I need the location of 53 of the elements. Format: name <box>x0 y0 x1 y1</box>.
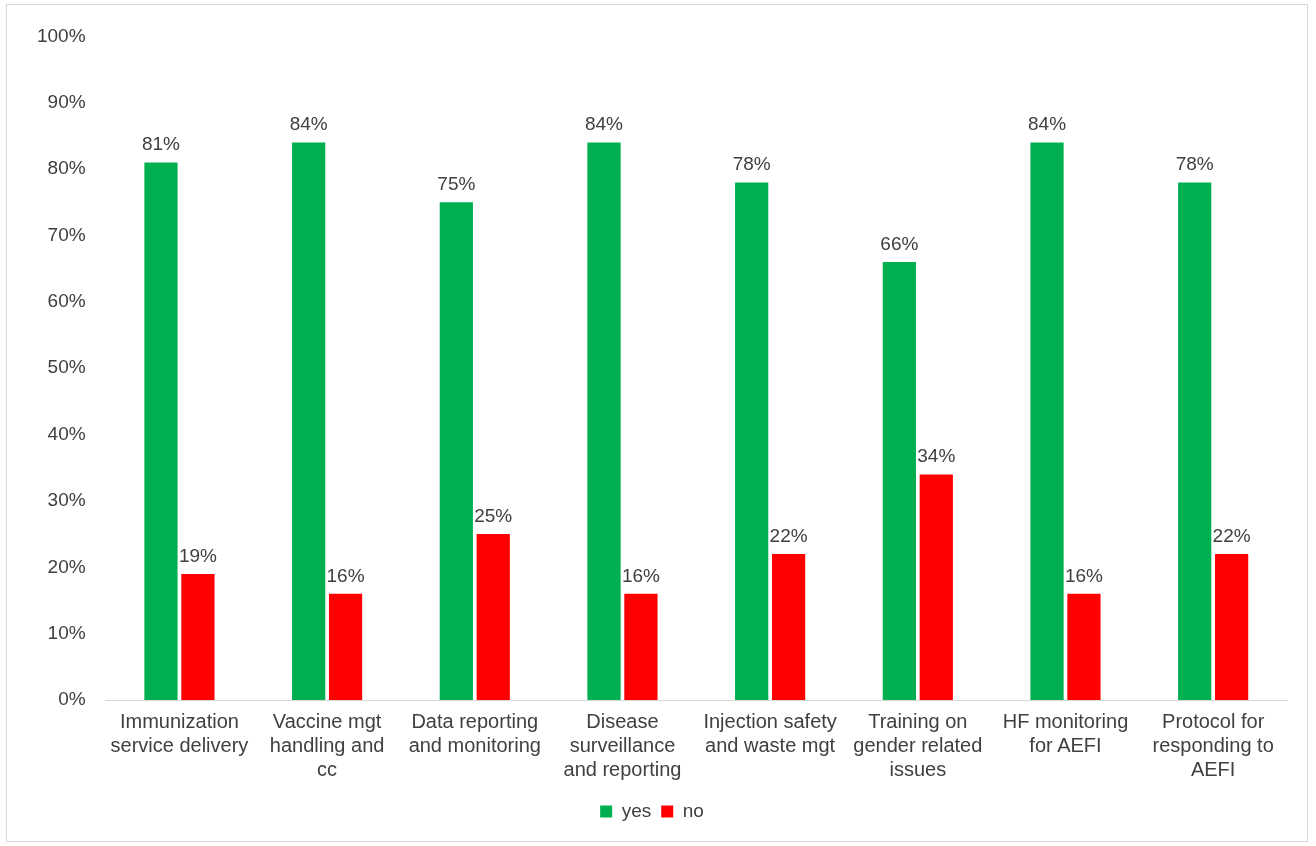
x-tick-label: Injection safety and waste mgt <box>703 709 837 756</box>
data-label: 81% <box>141 133 181 155</box>
bar <box>771 554 806 700</box>
y-tick-label: 70% <box>47 223 86 245</box>
legend-label: yes <box>621 799 652 821</box>
y-tick-label: 50% <box>47 356 86 378</box>
bar <box>1215 554 1249 700</box>
bar <box>292 142 326 700</box>
data-label: 84% <box>289 113 328 135</box>
bar <box>919 474 953 700</box>
bar <box>181 573 215 700</box>
data-label: 78% <box>1175 153 1214 175</box>
y-tick-label: 80% <box>47 157 86 179</box>
legend-label: no <box>682 799 704 821</box>
data-label: 84% <box>1028 113 1067 135</box>
x-tick-label: Protocol for responding to AEFI <box>1152 709 1274 780</box>
bar <box>1030 142 1064 700</box>
bar <box>1067 593 1101 700</box>
x-tick-label: Disease surveillance and reporting <box>563 709 682 780</box>
bar <box>144 162 178 700</box>
data-label: 16% <box>621 564 661 586</box>
y-tick-label: 30% <box>47 489 86 511</box>
bar <box>328 593 363 700</box>
data-label: 19% <box>178 544 218 566</box>
y-tick-label: 60% <box>47 290 86 312</box>
data-label: 22% <box>769 524 808 546</box>
x-tick-label: Data reporting and monitoring <box>408 709 541 756</box>
y-tick-label: 20% <box>47 555 86 577</box>
data-label: 16% <box>326 564 365 586</box>
bar <box>587 142 621 700</box>
data-label: 16% <box>1064 564 1104 586</box>
data-label: 34% <box>917 445 956 467</box>
x-tick-label: Vaccine mgt handling and cc <box>269 709 385 780</box>
y-tick-label: 100% <box>36 24 86 46</box>
x-tick-label: Immunization service delivery <box>110 709 249 756</box>
data-label: 84% <box>584 113 624 135</box>
y-tick-label: 0% <box>58 688 86 710</box>
bar <box>1178 182 1212 700</box>
x-tick-label: HF monitoring for AEFI <box>1002 709 1129 756</box>
data-label: 25% <box>474 504 513 526</box>
y-tick-label: 40% <box>47 422 86 444</box>
bar <box>439 202 473 700</box>
bar <box>476 534 510 700</box>
bar <box>624 593 658 700</box>
data-label: 78% <box>732 153 771 175</box>
y-tick-label: 10% <box>47 621 86 643</box>
bar <box>882 262 916 700</box>
data-label: 22% <box>1212 524 1251 546</box>
y-tick-label: 90% <box>47 90 86 112</box>
bar <box>735 182 769 700</box>
x-tick-label: Training on gender related issues <box>853 709 983 780</box>
data-label: 75% <box>437 173 476 195</box>
data-label: 66% <box>880 232 919 254</box>
